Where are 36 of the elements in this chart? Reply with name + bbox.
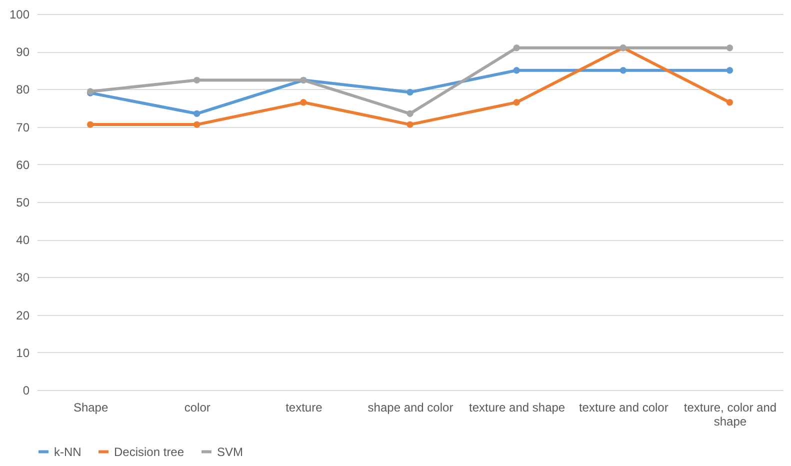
x-tick-label: color xyxy=(184,400,210,414)
x-tick-label: texture, color and shape xyxy=(684,400,777,428)
y-tick-label: 100 xyxy=(9,8,30,22)
point xyxy=(513,99,520,106)
legend-label: Decision tree xyxy=(114,444,184,459)
point xyxy=(194,76,200,84)
point xyxy=(726,67,734,74)
y-tick-label: 70 xyxy=(16,120,30,134)
y-tick-label: 20 xyxy=(16,308,30,322)
y-tick-label: 40 xyxy=(16,233,30,248)
point xyxy=(406,121,414,128)
y-tick-label: 50 xyxy=(16,196,30,210)
legend-label: k-NN xyxy=(54,444,82,459)
x-tick-label: shape and color xyxy=(368,400,454,414)
y-tick-label: 90 xyxy=(16,45,30,60)
point xyxy=(194,110,200,117)
legend-label: SVM xyxy=(217,444,244,459)
y-tick-label: 60 xyxy=(16,158,30,172)
point xyxy=(726,99,734,106)
point xyxy=(513,44,520,52)
point xyxy=(406,88,414,96)
x-tick-label: texture xyxy=(286,400,323,414)
point xyxy=(726,44,734,52)
x-tick-label: texture and color xyxy=(578,400,668,414)
point xyxy=(86,121,94,128)
y-tick-label: 30 xyxy=(16,270,30,285)
x-tick-label: Shape xyxy=(73,400,108,414)
y-tick-label: 10 xyxy=(16,346,30,360)
x-tick-label: texture and shape xyxy=(469,400,566,414)
y-tick-label: 80 xyxy=(16,82,30,97)
point xyxy=(406,110,414,117)
point xyxy=(620,67,626,74)
y-tick-label: 0 xyxy=(22,384,30,398)
point xyxy=(300,99,307,106)
point xyxy=(194,121,200,128)
point xyxy=(513,67,520,74)
